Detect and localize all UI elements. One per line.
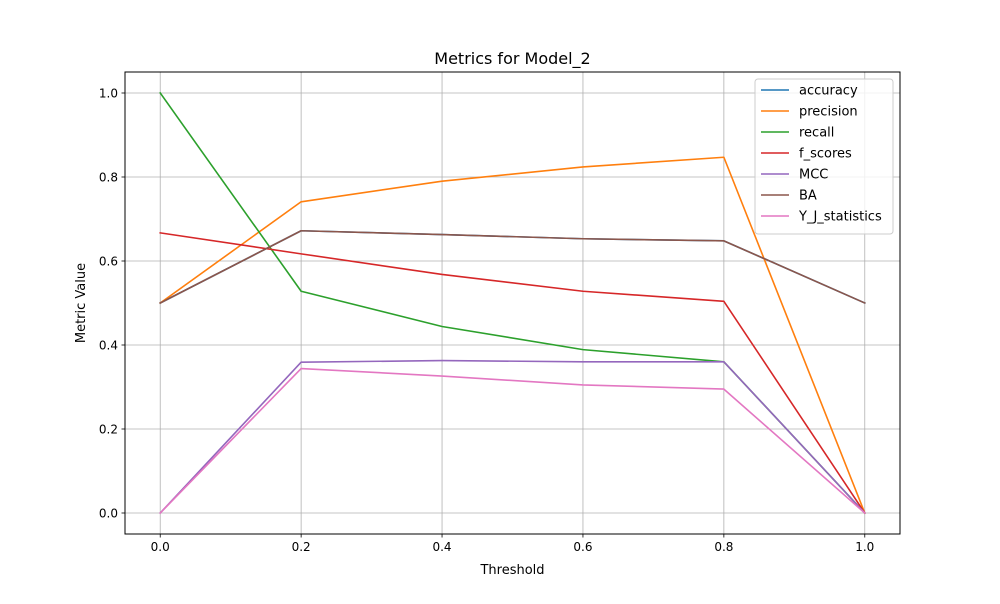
legend-label: f_scores [799, 147, 852, 162]
y-tick-label: 0.4 [99, 338, 118, 352]
x-tick-label: 1.0 [855, 540, 874, 554]
series-line-f-scores [159, 231, 866, 515]
x-tick-label: 0.4 [432, 540, 451, 554]
x-tick-label: 0.6 [573, 540, 592, 554]
chart-title: Metrics for Model_2 [434, 49, 590, 69]
series-line-mcc [159, 359, 866, 515]
y-tick-label: 0.6 [99, 254, 118, 268]
legend-label: recall [799, 126, 834, 141]
legend: accuracy precision recall f_scores MCC BA Y_J_… [754, 78, 894, 235]
y-tick-label: 0.2 [99, 422, 118, 436]
x-axis-label: Threshold [479, 563, 544, 578]
legend-frame [754, 78, 894, 235]
series-layer [159, 91, 866, 515]
legend-label: MCC [799, 168, 828, 183]
x-tick-label: 0.2 [292, 540, 311, 554]
legend-label: Y_J_statistics [798, 210, 882, 225]
y-tick-label: 0.8 [99, 170, 118, 184]
y-tick-label: 1.0 [99, 86, 118, 100]
legend-label: BA [799, 189, 817, 204]
plot-frame [124, 71, 901, 535]
tick-layer: 0.0 0.2 0.4 0.6 0.8 1.0 0.0 0.2 0.4 0.6 0.8 1.0 [99, 86, 874, 554]
legend-label: accuracy [799, 84, 858, 99]
y-tick-label: 0.0 [99, 506, 118, 520]
series-line-ba [159, 229, 866, 305]
x-tick-label: 0.8 [714, 540, 733, 554]
series-line-precision [159, 156, 866, 515]
legend-label: precision [799, 105, 858, 120]
series-line-y-j-statistics [159, 367, 866, 515]
y-axis-label: Metric Value [74, 263, 89, 343]
x-tick-label: 0.0 [151, 540, 170, 554]
